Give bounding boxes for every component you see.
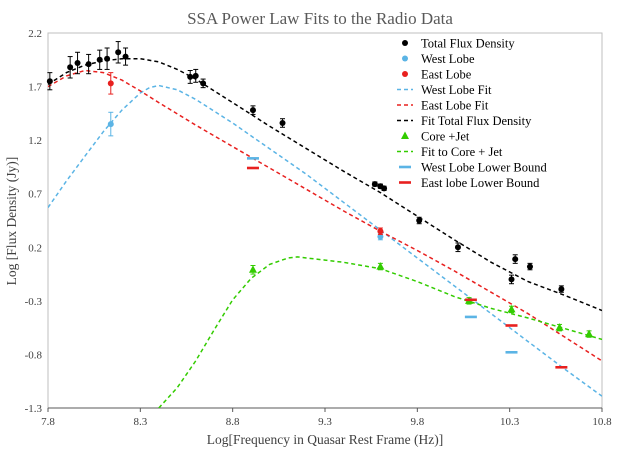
- total-flux-density-point: [416, 217, 423, 224]
- legend-label-west-lobe-fit: West Lobe Fit: [421, 83, 492, 97]
- total-flux-density-point: [512, 256, 519, 263]
- data-points: [46, 41, 594, 369]
- east-lobe-fit-line: [48, 69, 602, 362]
- y-tick-label: 1.2: [28, 135, 42, 147]
- core-jet-point: [248, 265, 257, 273]
- y-axis-label: Log [Flux Density (Jy)]: [4, 157, 19, 286]
- x-tick-label: 8.3: [133, 416, 147, 428]
- core-jet-point: [585, 329, 594, 338]
- total-flux-density-point: [192, 72, 199, 79]
- total-flux-density-point: [526, 263, 533, 270]
- x-tick-label: 10.3: [500, 416, 520, 428]
- y-tick-label: -0.8: [25, 349, 43, 361]
- total-flux-density-point: [381, 185, 388, 192]
- legend-label-west-lobe-lower-bound: West Lobe Lower Bound: [421, 161, 547, 175]
- total-flux-density-point: [46, 78, 53, 85]
- west-lobe-fit-line: [48, 84, 602, 397]
- y-tick-label: 1.7: [28, 82, 42, 94]
- total-flux-density-point: [122, 53, 129, 60]
- total-flux-density-point: [104, 55, 111, 62]
- total-flux-density-point: [74, 60, 81, 66]
- y-tick-label: -0.3: [25, 296, 43, 308]
- x-axis-label: Log[Frequency in Quasar Rest Frame (Hz)]: [207, 432, 444, 447]
- legend-label-core-jet: Core +Jet: [421, 130, 470, 144]
- core-jet-point: [376, 262, 385, 270]
- fit-to-core-jet-line: [158, 256, 602, 408]
- y-tick-label: 0.2: [28, 242, 42, 254]
- core-jet-point: [507, 304, 516, 313]
- total-flux-density-point: [187, 73, 194, 80]
- x-tick-label: 9.3: [318, 416, 332, 428]
- total-flux-density-point: [454, 244, 461, 251]
- east-lobe-point: [107, 80, 114, 87]
- y-tick-label: -1.3: [25, 403, 43, 415]
- y-tick-label: 0.7: [28, 189, 42, 201]
- total-flux-density-point: [67, 64, 74, 71]
- legend-label-east-lobe-lower-bound: East lobe Lower Bound: [421, 176, 540, 190]
- core-jet-point: [555, 323, 564, 331]
- total-flux-density-point: [508, 276, 515, 283]
- total-flux-density-point: [279, 120, 286, 126]
- y-tick-label: 2.2: [28, 28, 42, 40]
- total-flux-density-point: [115, 49, 122, 56]
- x-tick-label: 10.8: [592, 416, 612, 428]
- total-flux-density-point: [85, 61, 92, 68]
- total-flux-density-point: [200, 80, 207, 87]
- chart-title: SSA Power Law Fits to the Radio Data: [187, 9, 453, 28]
- total-flux-density-point: [96, 56, 103, 63]
- legend-swatch-core-jet: [401, 131, 409, 139]
- x-tick-label: 8.8: [226, 416, 240, 428]
- legend-swatch-total-flux-density: [402, 40, 408, 46]
- legend-swatch-west-lobe: [402, 55, 408, 62]
- legend-label-fit-total-flux-density: Fit Total Flux Density: [421, 114, 532, 128]
- x-tick-label: 9.8: [410, 416, 424, 428]
- total-flux-density-point: [558, 286, 565, 293]
- east-lobe-point: [377, 228, 384, 235]
- legend-label-fit-to-core-jet: Fit to Core + Jet: [421, 145, 503, 159]
- west-lobe-point: [377, 233, 384, 240]
- legend-label-west-lobe: West Lobe: [421, 52, 475, 66]
- west-lobe-point: [107, 121, 114, 128]
- legend-label-east-lobe: East Lobe: [421, 68, 472, 82]
- fit-lines: [48, 57, 602, 408]
- legend-label-east-lobe-fit: East Lobe Fit: [421, 99, 489, 113]
- legend-swatch-east-lobe: [402, 71, 408, 77]
- legend-label-total-flux-density: Total Flux Density: [421, 37, 515, 51]
- x-tick-label: 7.8: [41, 416, 55, 428]
- total-flux-density-point: [249, 107, 256, 114]
- plot-area-border: [47, 32, 603, 409]
- total-flux-density-point: [371, 181, 378, 188]
- axes: 7.8 8.3 8.8 9.3 9.8 10.3 10.8 -1.3 -0.8 -0.3 0.2 0.…: [25, 28, 613, 428]
